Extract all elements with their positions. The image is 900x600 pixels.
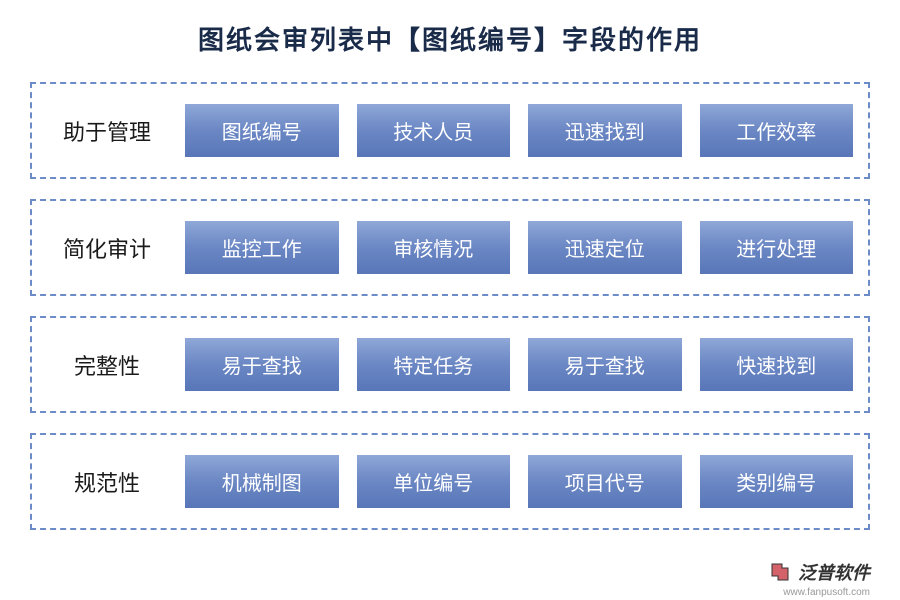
row-items: 机械制图单位编号项目代号类别编号 [185, 455, 853, 508]
diagram-row: 完整性易于查找特定任务易于查找快速找到 [30, 316, 870, 413]
row-label: 完整性 [47, 349, 167, 381]
brand-url: www.fanpusoft.com [783, 587, 870, 598]
row-item: 特定任务 [357, 338, 511, 391]
rows-container: 助于管理图纸编号技术人员迅速找到工作效率简化审计监控工作审核情况迅速定位进行处理… [30, 82, 870, 530]
row-item: 审核情况 [357, 221, 511, 274]
row-label: 规范性 [47, 466, 167, 498]
row-item: 类别编号 [700, 455, 854, 508]
row-item: 易于查找 [185, 338, 339, 391]
row-item: 进行处理 [700, 221, 854, 274]
row-item: 快速找到 [700, 338, 854, 391]
row-item: 迅速定位 [528, 221, 682, 274]
row-item: 工作效率 [700, 104, 854, 157]
row-item: 监控工作 [185, 221, 339, 274]
footer-brand: 泛普软件 [768, 559, 870, 585]
row-item: 迅速找到 [528, 104, 682, 157]
brand-text: 泛普软件 [798, 559, 870, 585]
row-items: 图纸编号技术人员迅速找到工作效率 [185, 104, 853, 157]
row-items: 易于查找特定任务易于查找快速找到 [185, 338, 853, 391]
row-item: 技术人员 [357, 104, 511, 157]
row-item: 单位编号 [357, 455, 511, 508]
row-item: 机械制图 [185, 455, 339, 508]
diagram-row: 助于管理图纸编号技术人员迅速找到工作效率 [30, 82, 870, 179]
row-items: 监控工作审核情况迅速定位进行处理 [185, 221, 853, 274]
row-item: 图纸编号 [185, 104, 339, 157]
row-item: 易于查找 [528, 338, 682, 391]
diagram-row: 简化审计监控工作审核情况迅速定位进行处理 [30, 199, 870, 296]
row-label: 助于管理 [47, 115, 167, 147]
row-label: 简化审计 [47, 232, 167, 264]
diagram-title: 图纸会审列表中【图纸编号】字段的作用 [30, 20, 870, 57]
diagram-row: 规范性机械制图单位编号项目代号类别编号 [30, 433, 870, 530]
row-item: 项目代号 [528, 455, 682, 508]
logo-icon [768, 560, 792, 584]
